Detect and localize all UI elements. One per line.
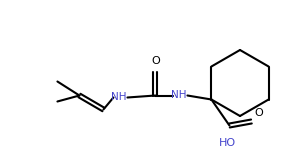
Text: O: O [254,108,263,119]
Text: NH: NH [111,93,126,102]
Text: NH: NH [171,89,186,100]
Text: HO: HO [219,139,236,148]
Text: O: O [151,57,160,66]
